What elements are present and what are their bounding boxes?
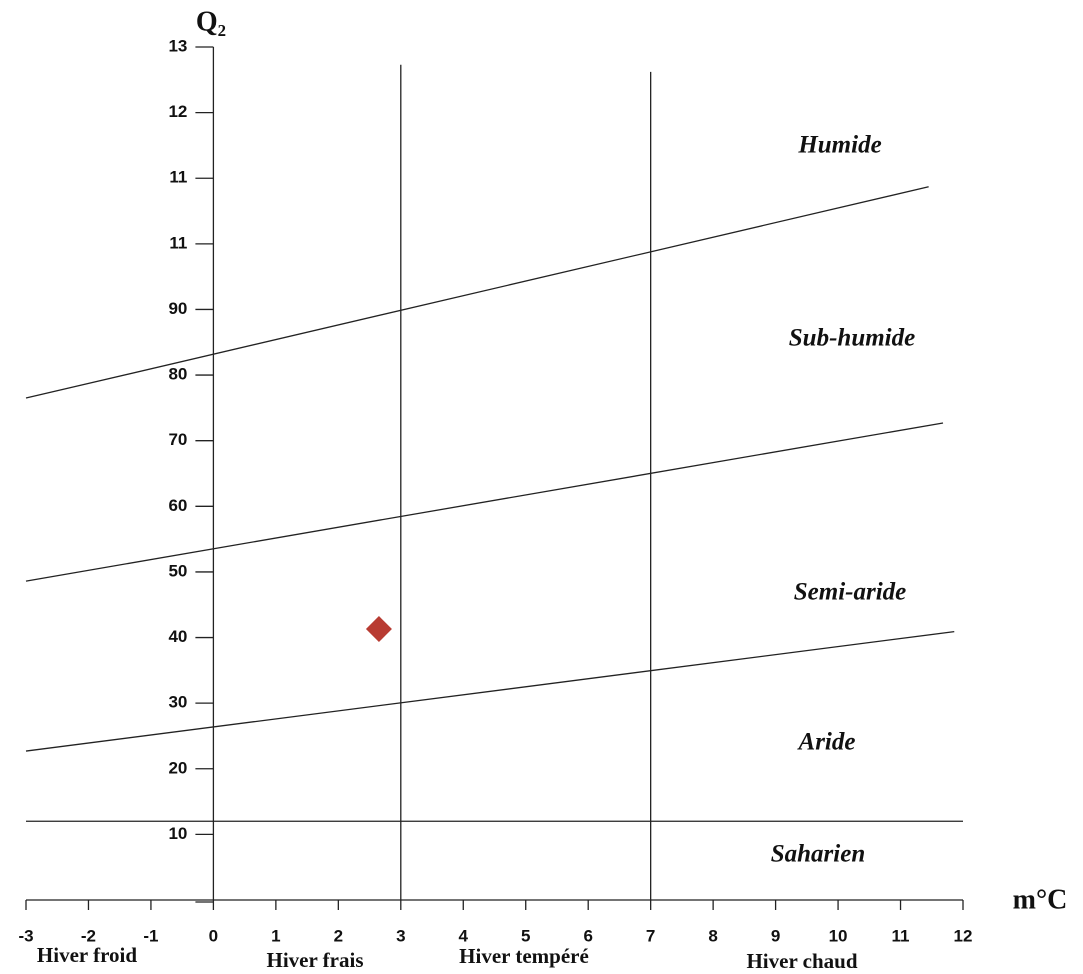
x-tick-label: -3 <box>18 926 33 945</box>
zone-boundary <box>25 630 955 752</box>
zone-label: Saharien <box>771 841 865 868</box>
zone-boundary <box>25 422 944 582</box>
y-tick-label: 11 <box>169 168 187 187</box>
y-tick-label: 70 <box>168 430 187 449</box>
zone-label: Aride <box>797 729 856 756</box>
x-axis-title: m°C <box>1013 884 1068 915</box>
y-tick-label: 13 <box>168 36 187 55</box>
y-tick-label: 20 <box>168 758 187 777</box>
x-tick-label: 8 <box>708 926 717 945</box>
x-tick-label: -2 <box>81 926 96 945</box>
x-tick-label: 10 <box>829 926 848 945</box>
zone-label: Humide <box>797 132 881 159</box>
y-tick-label: 90 <box>168 299 187 318</box>
x-tick-label: 12 <box>954 926 973 945</box>
y-tick-label: 80 <box>168 365 187 384</box>
y-tick-label: 30 <box>168 693 187 712</box>
x-tick-label: 5 <box>521 926 530 945</box>
season-label: Hiver froid <box>37 943 137 967</box>
x-tick-label: 6 <box>583 926 592 945</box>
y-tick-label: 11 <box>169 233 187 252</box>
data-point <box>365 616 392 643</box>
y-tick-label: 50 <box>168 561 187 580</box>
y-axis-title: Q₂ <box>196 6 226 37</box>
x-tick-label: 7 <box>646 926 655 945</box>
x-tick-label: 2 <box>334 926 343 945</box>
x-tick-label: 3 <box>396 926 405 945</box>
x-tick-label: 11 <box>892 926 910 945</box>
season-label: Hiver chaud <box>746 949 857 973</box>
zone-label: Semi-aride <box>794 579 907 606</box>
zone-boundary <box>25 186 929 399</box>
x-tick-label: 0 <box>209 926 218 945</box>
x-tick-label: -1 <box>143 926 158 945</box>
x-tick-label: 1 <box>271 926 280 945</box>
y-tick-label: 10 <box>168 824 187 843</box>
x-tick-label: 9 <box>771 926 780 945</box>
zone-label: Sub-humide <box>789 325 915 352</box>
y-tick-label: 12 <box>168 102 187 121</box>
y-tick-label: 60 <box>168 496 187 515</box>
season-label: Hiver tempéré <box>459 944 589 968</box>
y-tick-label: 40 <box>168 627 187 646</box>
x-tick-label: 4 <box>459 926 469 945</box>
season-label: Hiver frais <box>266 948 363 972</box>
